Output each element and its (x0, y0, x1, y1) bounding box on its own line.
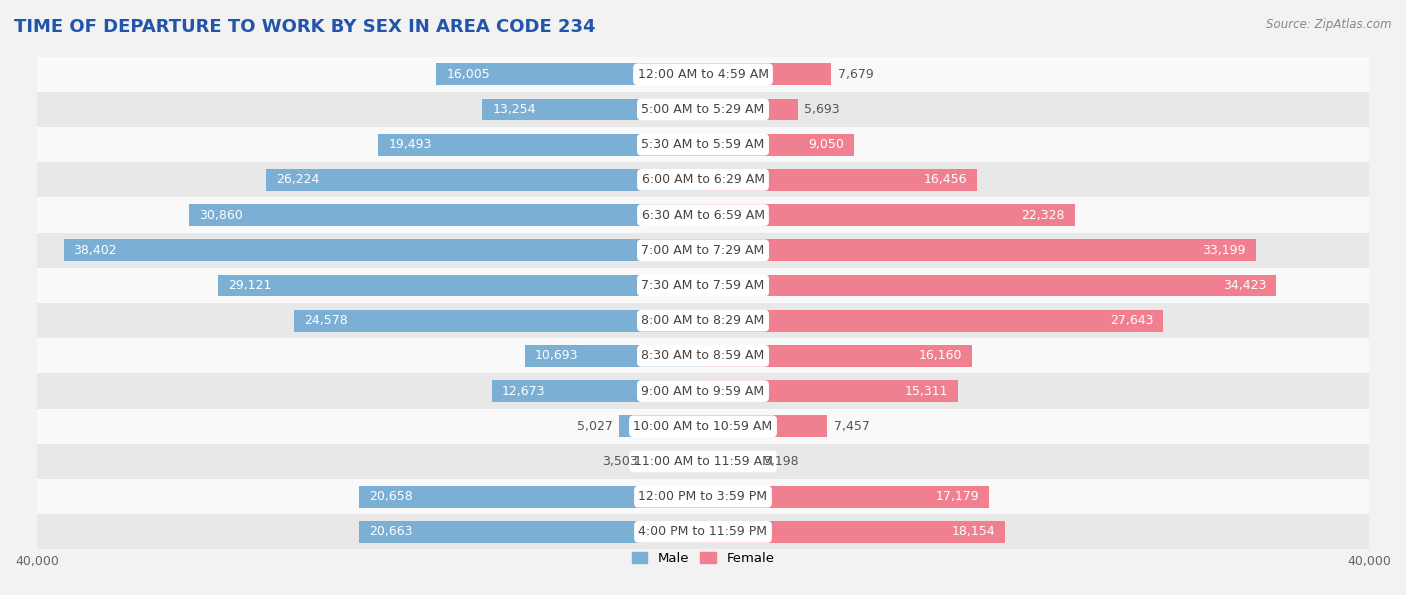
Text: 13,254: 13,254 (492, 103, 536, 116)
Text: 9:00 AM to 9:59 AM: 9:00 AM to 9:59 AM (641, 384, 765, 397)
Bar (703, 450, 756, 472)
Text: 33,199: 33,199 (1202, 244, 1246, 257)
Bar (703, 415, 827, 437)
Text: 20,658: 20,658 (368, 490, 413, 503)
Text: 9,050: 9,050 (808, 138, 844, 151)
Bar (37, 198, 1369, 233)
Bar (37, 339, 1369, 374)
Bar (37, 57, 1369, 92)
Bar (37, 374, 1369, 409)
Bar (703, 134, 853, 155)
Bar (294, 310, 703, 331)
Text: 12,673: 12,673 (502, 384, 546, 397)
Text: 6:00 AM to 6:29 AM: 6:00 AM to 6:29 AM (641, 173, 765, 186)
Text: TIME OF DEPARTURE TO WORK BY SEX IN AREA CODE 234: TIME OF DEPARTURE TO WORK BY SEX IN AREA… (14, 18, 596, 36)
Bar (37, 409, 1369, 444)
Bar (37, 233, 1369, 268)
Text: 7,457: 7,457 (834, 420, 870, 433)
Text: 34,423: 34,423 (1223, 279, 1267, 292)
Text: 22,328: 22,328 (1021, 209, 1064, 221)
Text: 8:30 AM to 8:59 AM: 8:30 AM to 8:59 AM (641, 349, 765, 362)
Bar (359, 486, 703, 508)
Text: 6:30 AM to 6:59 AM: 6:30 AM to 6:59 AM (641, 209, 765, 221)
Bar (37, 303, 1369, 339)
Bar (619, 415, 703, 437)
Bar (703, 310, 1163, 331)
Text: 11:00 AM to 11:59 AM: 11:00 AM to 11:59 AM (634, 455, 772, 468)
Text: 10:00 AM to 10:59 AM: 10:00 AM to 10:59 AM (634, 420, 772, 433)
Text: 30,860: 30,860 (200, 209, 243, 221)
Text: 38,402: 38,402 (73, 244, 117, 257)
Bar (524, 345, 703, 367)
Text: 7,679: 7,679 (838, 68, 873, 81)
Bar (703, 345, 972, 367)
Text: 27,643: 27,643 (1109, 314, 1153, 327)
Bar (645, 450, 703, 472)
Text: 10,693: 10,693 (534, 349, 578, 362)
Text: 20,663: 20,663 (368, 525, 412, 538)
Text: 7:30 AM to 7:59 AM: 7:30 AM to 7:59 AM (641, 279, 765, 292)
Bar (37, 444, 1369, 479)
Text: 5,693: 5,693 (804, 103, 839, 116)
Text: 29,121: 29,121 (228, 279, 271, 292)
Text: 18,154: 18,154 (952, 525, 995, 538)
Bar (63, 239, 703, 261)
Bar (703, 99, 797, 120)
Bar (37, 514, 1369, 550)
Text: 24,578: 24,578 (304, 314, 347, 327)
Bar (703, 63, 831, 85)
Bar (703, 204, 1074, 226)
Bar (37, 479, 1369, 514)
Bar (436, 63, 703, 85)
Text: 5:30 AM to 5:59 AM: 5:30 AM to 5:59 AM (641, 138, 765, 151)
Bar (703, 380, 957, 402)
Bar (266, 169, 703, 191)
Text: 5:00 AM to 5:29 AM: 5:00 AM to 5:29 AM (641, 103, 765, 116)
Text: 17,179: 17,179 (935, 490, 979, 503)
Bar (37, 268, 1369, 303)
Text: 12:00 AM to 4:59 AM: 12:00 AM to 4:59 AM (637, 68, 769, 81)
Bar (703, 521, 1005, 543)
Legend: Male, Female: Male, Female (626, 546, 780, 570)
Text: 12:00 PM to 3:59 PM: 12:00 PM to 3:59 PM (638, 490, 768, 503)
Bar (37, 162, 1369, 198)
Bar (37, 92, 1369, 127)
Bar (37, 127, 1369, 162)
Bar (378, 134, 703, 155)
Text: 8:00 AM to 8:29 AM: 8:00 AM to 8:29 AM (641, 314, 765, 327)
Text: 3,503: 3,503 (602, 455, 638, 468)
Bar (482, 99, 703, 120)
Text: 5,027: 5,027 (576, 420, 613, 433)
Bar (359, 521, 703, 543)
Bar (703, 486, 988, 508)
Text: 7:00 AM to 7:29 AM: 7:00 AM to 7:29 AM (641, 244, 765, 257)
Text: Source: ZipAtlas.com: Source: ZipAtlas.com (1267, 18, 1392, 31)
Text: 19,493: 19,493 (388, 138, 432, 151)
Text: 16,160: 16,160 (918, 349, 962, 362)
Text: 26,224: 26,224 (277, 173, 319, 186)
Text: 15,311: 15,311 (904, 384, 948, 397)
Text: 4:00 PM to 11:59 PM: 4:00 PM to 11:59 PM (638, 525, 768, 538)
Text: 3,198: 3,198 (763, 455, 799, 468)
Bar (190, 204, 703, 226)
Bar (703, 274, 1277, 296)
Bar (703, 239, 1256, 261)
Bar (703, 169, 977, 191)
Text: 16,456: 16,456 (924, 173, 967, 186)
Bar (218, 274, 703, 296)
Text: 16,005: 16,005 (447, 68, 491, 81)
Bar (492, 380, 703, 402)
